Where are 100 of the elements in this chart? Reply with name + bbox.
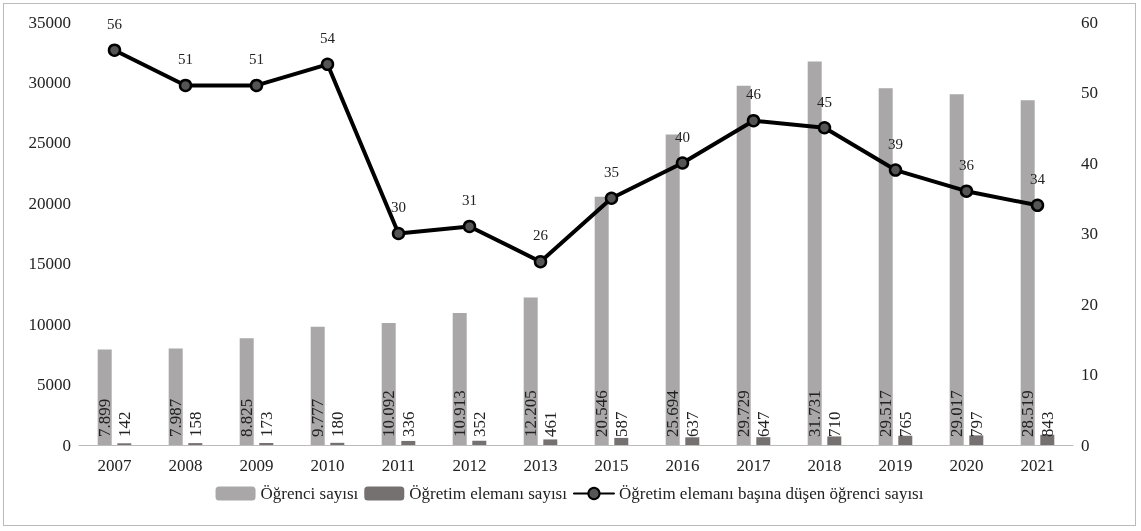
data-label: 765: [895, 411, 915, 437]
data-label: 25.694: [663, 389, 683, 437]
data-label: 20.546: [592, 390, 612, 437]
data-label: 29.517: [876, 389, 896, 437]
data-label: 51: [249, 51, 264, 68]
point: [533, 254, 548, 269]
data-label: 26: [533, 227, 549, 244]
data-label: 12.205: [521, 390, 541, 437]
point: [817, 121, 832, 135]
point: [391, 226, 406, 241]
x-tick-label: 2017: [736, 456, 771, 475]
data-label: 51: [178, 51, 193, 68]
x-tick-label: 2021: [1020, 456, 1055, 475]
bar: [969, 435, 984, 445]
data-label: 10.092: [379, 390, 399, 437]
data-label: 28.519: [1018, 390, 1038, 437]
x-tick-label: 2007: [97, 456, 132, 475]
y-tick-label: 25000: [28, 133, 71, 153]
data-label: 31: [462, 192, 477, 209]
x-tick-label: 2011: [381, 456, 416, 475]
data-label: 142: [114, 411, 134, 437]
point: [178, 78, 193, 93]
point: [462, 219, 477, 234]
x-tick-label: 2018: [807, 456, 842, 475]
data-label: 30: [391, 199, 406, 216]
data-label: 29.729: [734, 390, 754, 437]
x-tick-label: 2008: [168, 456, 203, 475]
data-label: 29.017: [947, 389, 967, 437]
data-label: 54: [320, 30, 336, 47]
data-label: 352: [469, 411, 489, 437]
data-label: 34: [1030, 171, 1046, 188]
y2-tick-label: 20: [1081, 294, 1098, 314]
y2-tick-label: 40: [1081, 153, 1098, 173]
data-label: 46: [746, 86, 762, 103]
data-label: 10.913: [450, 390, 470, 437]
y-tick-label: 30000: [28, 72, 71, 92]
data-label: 39: [888, 135, 903, 152]
bar: [472, 440, 487, 445]
bar: [827, 436, 842, 445]
x-tick-label: 2010: [310, 456, 345, 475]
data-label: 173: [256, 411, 276, 437]
legend-label: Öğretim elemanı sayısı: [409, 484, 568, 503]
bar: [543, 439, 558, 445]
bar: [898, 435, 913, 445]
bar: [259, 442, 274, 445]
point: [249, 78, 264, 93]
bar: [756, 437, 771, 445]
data-label: 843: [1037, 411, 1057, 437]
bar: [685, 437, 700, 445]
y2-tick-label: 10: [1081, 365, 1098, 384]
data-label: 7.899: [95, 398, 115, 437]
point: [320, 57, 335, 72]
x-tick-label: 2015: [594, 456, 629, 475]
data-label: 637: [682, 411, 702, 437]
x-tick-label: 2012: [452, 456, 487, 475]
data-label: 36: [959, 156, 975, 173]
y2-tick-label: 0: [1081, 435, 1090, 455]
point: [107, 43, 122, 57]
data-label: 7.987: [166, 398, 186, 437]
data-label: 8.825: [237, 398, 257, 437]
y-tick-label: 10000: [28, 314, 71, 334]
point: [888, 163, 903, 177]
y-tick-label: 35000: [28, 12, 71, 32]
data-label: 797: [966, 411, 986, 437]
y-tick-label: 0: [62, 435, 71, 455]
bar: [614, 437, 629, 445]
data-label: 587: [611, 411, 631, 437]
y2-tick-label: 50: [1081, 83, 1098, 102]
y-tick-label: 15000: [28, 254, 71, 274]
x-tick-label: 2016: [665, 456, 700, 475]
bar: [330, 442, 345, 445]
legend-label: Öğrenci sayısı: [260, 484, 359, 503]
x-tick-label: 2020: [949, 456, 984, 475]
legend-label: Öğretim elemanı başına düşen öğrenci sayısı: [618, 484, 924, 503]
data-label: 56: [107, 15, 123, 32]
data-label: 710: [824, 411, 844, 437]
y2-tick-label: 30: [1081, 224, 1098, 243]
bar: [401, 440, 416, 445]
y-tick-label: 20000: [28, 193, 71, 213]
y2-tick-label: 60: [1081, 12, 1098, 32]
data-label: 31.731: [805, 390, 825, 437]
point: [959, 184, 974, 198]
data-label: 336: [398, 411, 418, 437]
point: [1030, 198, 1045, 213]
data-label: 9.777: [308, 398, 328, 437]
data-label: 35: [604, 164, 619, 180]
data-label: 158: [185, 411, 205, 437]
x-tick-label: 2013: [523, 456, 558, 475]
data-label: 647: [753, 411, 773, 437]
bar: [594, 196, 609, 445]
data-label: 45: [817, 93, 832, 110]
x-tick-label: 2009: [239, 456, 274, 475]
point: [675, 156, 690, 170]
data-label: 461: [540, 411, 560, 437]
point: [604, 191, 619, 205]
x-tick-label: 2019: [878, 456, 913, 475]
data-label: 180: [327, 411, 347, 437]
point: [746, 113, 761, 128]
y-tick-label: 5000: [37, 375, 71, 395]
data-label: 40: [675, 128, 690, 145]
